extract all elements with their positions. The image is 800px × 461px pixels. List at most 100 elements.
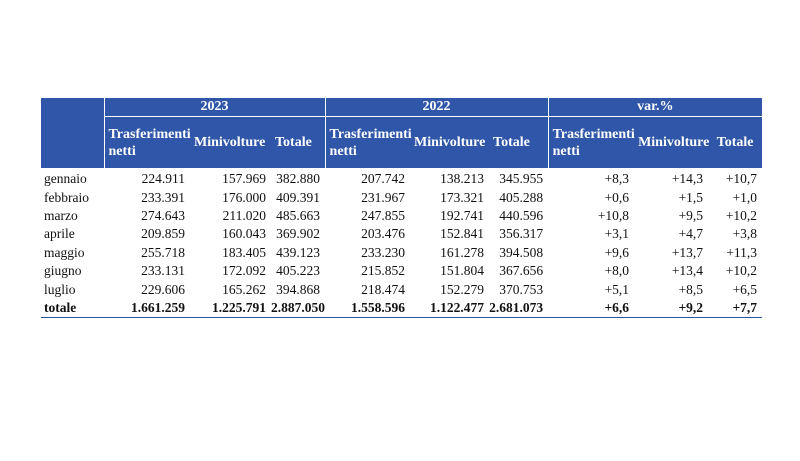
col-header: Totale <box>489 116 549 168</box>
total-row: totale 1.661.259 1.225.791 2.887.050 1.558.5… <box>41 298 763 319</box>
table-cell: 2.681.073 <box>489 298 549 319</box>
table-cell: 345.955 <box>499 171 544 187</box>
col-header: Totale <box>708 116 763 168</box>
table-cell: 440.596 <box>499 207 544 223</box>
table-cell: +10,8 <box>597 207 630 223</box>
table-cell: 367.656 <box>499 263 544 279</box>
table-cell: +9,5 <box>678 207 704 223</box>
month-label: marzo <box>44 207 78 223</box>
table-cell: 1.122.477 <box>410 298 490 319</box>
year-header-2023: 2023 <box>103 98 326 117</box>
col-header: Totale <box>271 116 326 168</box>
table-cell: 218.474 <box>361 281 406 297</box>
table-cell: +13,7 <box>671 244 704 260</box>
corner-header-cell <box>41 98 104 168</box>
table-row: gennaio 224.911 157.969 382.880 207.742 138.2… <box>41 168 762 188</box>
table-cell: 2.887.050 <box>271 298 326 319</box>
table-row: aprile 209.859 160.043 369.902 203.476 152.84… <box>41 225 762 243</box>
table-cell: +6,5 <box>732 281 758 297</box>
var-pct-header: var.% <box>547 98 763 117</box>
table-cell: 192.741 <box>440 207 485 223</box>
table-cell: 233.391 <box>141 189 185 205</box>
table-cell: 165.262 <box>222 281 266 297</box>
col-header: Trasferimenti netti <box>103 116 191 168</box>
table-cell: 485.663 <box>276 207 321 223</box>
table-cell: 1.225.791 <box>190 298 271 319</box>
table-cell: 224.911 <box>141 171 185 187</box>
table-cell: 394.868 <box>276 281 321 297</box>
table-cell: +1,0 <box>732 189 758 205</box>
table-cell: +13,4 <box>671 263 704 279</box>
table-row: marzo 274.643 211.020 485.663 247.855 192.741… <box>41 207 762 225</box>
table-cell: +14,3 <box>671 171 704 187</box>
table-cell: 356.317 <box>499 226 544 242</box>
table-cell: +9,2 <box>634 298 709 319</box>
transfers-table: 2023 2022 var.% Trasferimenti netti Mini… <box>41 98 763 319</box>
table-cell: 233.230 <box>361 244 406 260</box>
col-header: Trasferimenti netti <box>324 116 412 168</box>
table-cell: +7,7 <box>708 298 763 319</box>
year-header-2022: 2022 <box>324 98 549 117</box>
table-cell: +10,2 <box>725 207 758 223</box>
table-cell: 233.131 <box>141 263 185 279</box>
table-cell: 405.288 <box>499 189 544 205</box>
table-body: gennaio 224.911 157.969 382.880 207.742 138.2… <box>41 168 763 319</box>
table-cell: 152.279 <box>440 281 485 297</box>
table-cell: 183.405 <box>222 244 266 260</box>
col-header: Minivolture <box>410 116 490 168</box>
table-cell: +9,6 <box>604 244 630 260</box>
col-header: Minivolture <box>634 116 709 168</box>
table-cell: 231.967 <box>361 189 406 205</box>
month-label: febbraio <box>44 189 89 205</box>
table-cell: 207.742 <box>361 171 406 187</box>
table-cell: +4,7 <box>678 226 704 242</box>
table-row: maggio 255.718 183.405 439.123 233.230 161.27… <box>41 244 762 262</box>
table-cell: 176.000 <box>222 189 266 205</box>
month-label: giugno <box>44 263 82 279</box>
table-cell: 405.223 <box>276 263 321 279</box>
table-cell: +8,0 <box>604 263 630 279</box>
table-cell: 1.558.596 <box>325 298 411 319</box>
table-cell: +8,3 <box>604 171 630 187</box>
table-cell: 157.969 <box>222 171 266 187</box>
table-cell: +8,5 <box>678 281 704 297</box>
table-cell: 409.391 <box>276 189 321 205</box>
table-cell: 370.753 <box>499 281 544 297</box>
table-cell: 255.718 <box>141 244 185 260</box>
table-cell: 203.476 <box>361 226 406 242</box>
table-cell: 369.902 <box>276 226 321 242</box>
table-cell: 209.859 <box>141 226 185 242</box>
table-cell: 172.092 <box>222 263 266 279</box>
table-row: giugno 233.131 172.092 405.223 215.852 151.80… <box>41 262 762 280</box>
col-header: Minivolture <box>190 116 271 168</box>
table-cell: 215.852 <box>361 263 406 279</box>
month-label: gennaio <box>44 171 87 187</box>
table-cell: +0,6 <box>604 189 630 205</box>
table-cell: +10,2 <box>725 263 758 279</box>
month-label: luglio <box>44 281 76 297</box>
table-cell: 211.020 <box>222 207 266 223</box>
table-cell: 229.606 <box>141 281 185 297</box>
table-cell: 1.661.259 <box>104 298 190 319</box>
table-cell: 274.643 <box>141 207 185 223</box>
table-cell: 151.804 <box>440 263 485 279</box>
table-cell: 173.321 <box>440 189 485 205</box>
col-header: Trasferimenti netti <box>547 116 635 168</box>
table-cell: 439.123 <box>276 244 321 260</box>
table-cell: 152.841 <box>440 226 485 242</box>
table-cell: 160.043 <box>222 226 266 242</box>
table-cell: 138.213 <box>440 171 485 187</box>
month-label: totale <box>41 298 104 319</box>
table-row: febbraio 233.391 176.000 409.391 231.967 173.… <box>41 188 762 206</box>
table-row: luglio 229.606 165.262 394.868 218.474 152.27… <box>41 280 762 298</box>
table-cell: +6,6 <box>548 298 635 319</box>
table-cell: +10,7 <box>725 171 758 187</box>
table-cell: +5,1 <box>604 281 630 297</box>
month-label: aprile <box>44 226 75 242</box>
table-cell: 394.508 <box>499 244 544 260</box>
table-cell: +1,5 <box>678 189 704 205</box>
month-label: maggio <box>44 244 85 260</box>
table-cell: +11,3 <box>726 244 758 260</box>
table-cell: 247.855 <box>361 207 406 223</box>
table-cell: +3,8 <box>732 226 758 242</box>
